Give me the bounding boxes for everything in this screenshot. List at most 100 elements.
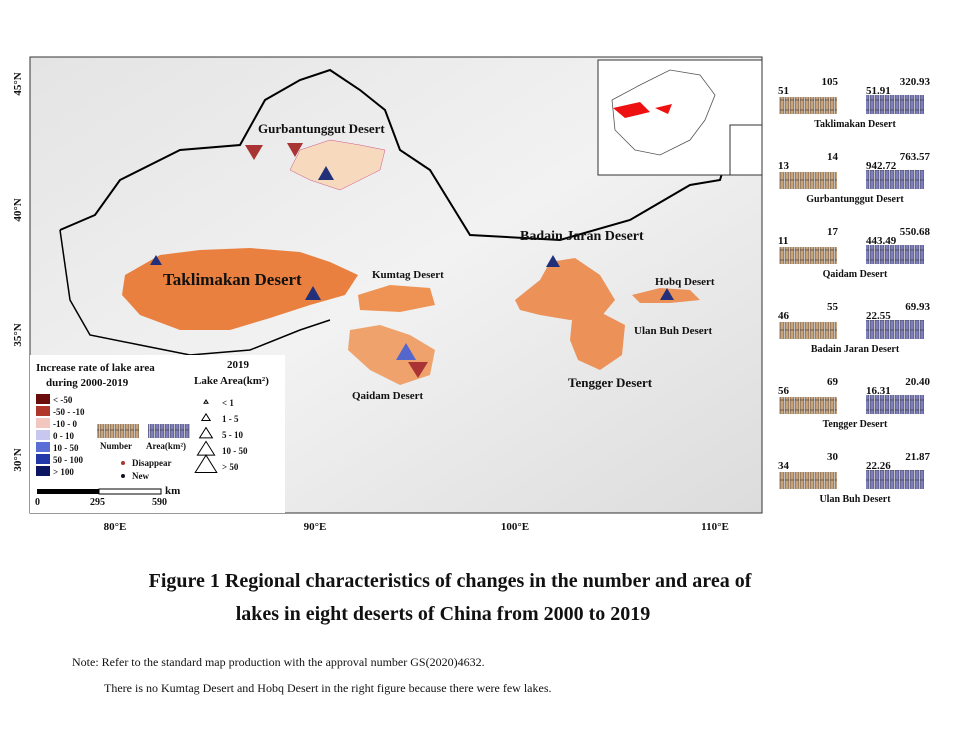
legend-swatch: [36, 442, 50, 452]
panel-number: 17: [827, 226, 839, 238]
mini-bars: [866, 320, 924, 339]
desert-label: Qaidam Desert: [352, 390, 424, 402]
panel-number: 30: [827, 451, 839, 463]
lake-marker: [150, 255, 162, 265]
lake-marker: [660, 288, 674, 300]
mini-bars: [866, 395, 924, 414]
mini-bars: [779, 97, 837, 114]
inset-outline: [611, 69, 716, 156]
legend-swatch: [36, 466, 50, 476]
legend-label: > 100: [53, 467, 74, 477]
desert-shape: [122, 248, 358, 330]
panel-area: 51.91: [866, 85, 891, 97]
desert-label: Badain Jaran Desert: [520, 229, 644, 244]
scale-unit: km: [165, 485, 180, 497]
desert-label: Gurbantunggut Desert: [258, 121, 385, 136]
panel-number: 11: [778, 235, 788, 247]
legend-label: New: [132, 471, 149, 481]
note: There is no Kumtag Desert and Hobq Deser…: [104, 681, 552, 695]
panel-area: 22.26: [866, 460, 891, 472]
border: [59, 68, 763, 242]
legend-label: Area(km²): [146, 441, 186, 451]
legend-dot: [121, 474, 125, 478]
caption: Figure 1 Regional characteristics of cha…: [149, 570, 752, 592]
mini-bars: [866, 245, 924, 264]
legend-title: 2019: [227, 359, 250, 371]
scale-label: 590: [152, 497, 167, 508]
panel-number: 51: [778, 85, 789, 97]
lat-label: 40°N: [12, 198, 24, 221]
panel-area: 69.93: [905, 301, 930, 313]
lake-marker: [546, 255, 560, 267]
legend-label: > 50: [222, 462, 239, 472]
mini-bars: [866, 170, 924, 189]
desert-shape: [570, 312, 625, 370]
legend-title: Lake Area(km²): [194, 375, 269, 387]
desert-label: Kumtag Desert: [372, 269, 444, 281]
legend-label: 10 - 50: [53, 443, 79, 453]
mini-bars: [779, 172, 837, 189]
legend-swatch: [36, 430, 50, 440]
panel-area: 763.57: [900, 151, 931, 163]
mini-bars: [779, 247, 837, 264]
lat-label: 45°N: [12, 72, 24, 95]
legend-triangle: [198, 426, 214, 439]
desert-shape: [289, 139, 386, 191]
legend-triangle: [200, 412, 212, 422]
border: [59, 229, 331, 356]
panel-number: 13: [778, 160, 790, 172]
panel-number: 46: [778, 310, 790, 322]
scale-label: 0: [35, 497, 40, 508]
mini-bars: [866, 470, 924, 489]
legend-title: Increase rate of lake area: [36, 362, 155, 374]
panel-number: 55: [827, 301, 839, 313]
lake-marker: [318, 166, 334, 180]
scale-bar: [98, 488, 162, 495]
lat-label: 35°N: [12, 323, 24, 346]
desert-shape: [358, 285, 435, 312]
legend-swatch: [36, 394, 50, 404]
desert-label: Ulan Buh Desert: [634, 325, 713, 337]
scale-label: 295: [90, 497, 105, 508]
lake-marker: [396, 343, 416, 360]
legend-label: 5 - 10: [222, 430, 243, 440]
panel-name: Tengger Desert: [823, 419, 888, 430]
legend-label: -50 - -10: [53, 407, 85, 417]
legend-label: 1 - 5: [222, 414, 239, 424]
inset-deserts: [613, 102, 672, 118]
legend-swatch: [36, 406, 50, 416]
panel-name: Taklimakan Desert: [814, 119, 896, 130]
lon-label: 90°E: [304, 521, 327, 533]
panel-name: Qaidam Desert: [823, 269, 888, 280]
mini-bars: [779, 397, 837, 414]
legend-label: 10 - 50: [222, 446, 248, 456]
panel-area: 20.40: [905, 376, 930, 388]
panel-number: 34: [778, 460, 790, 472]
lon-label: 100°E: [501, 521, 529, 533]
panel-name: Badain Jaran Desert: [811, 344, 900, 355]
lon-label: 110°E: [701, 521, 729, 533]
lake-marker: [408, 362, 428, 378]
caption: lakes in eight deserts of China from 200…: [236, 603, 651, 625]
mini-bars: [779, 322, 837, 339]
panel-area: 320.93: [900, 76, 931, 88]
legend-label: Disappear: [132, 458, 172, 468]
panel-number: 14: [827, 151, 839, 163]
legend-title: during 2000-2019: [46, 377, 129, 389]
panel-area: 942.72: [866, 160, 897, 172]
desert-shape: [515, 258, 615, 320]
panel-number: 56: [778, 385, 790, 397]
desert-label: Tengger Desert: [568, 375, 653, 390]
panel-number: 105: [822, 76, 839, 88]
panel-area: 443.49: [866, 235, 897, 247]
legend-triangle: [194, 454, 218, 473]
panel-name: Gurbantunggut Desert: [806, 194, 904, 205]
note: Note: Refer to the standard map producti…: [72, 655, 485, 669]
desert-label: Taklimakan Desert: [163, 270, 302, 289]
legend-label: 50 - 100: [53, 455, 83, 465]
lake-marker: [245, 145, 263, 160]
panel-name: Ulan Buh Desert: [819, 494, 891, 505]
legend-label: Number: [100, 441, 132, 451]
panel-area: 21.87: [905, 451, 930, 463]
legend-label: 0 - 10: [53, 431, 74, 441]
